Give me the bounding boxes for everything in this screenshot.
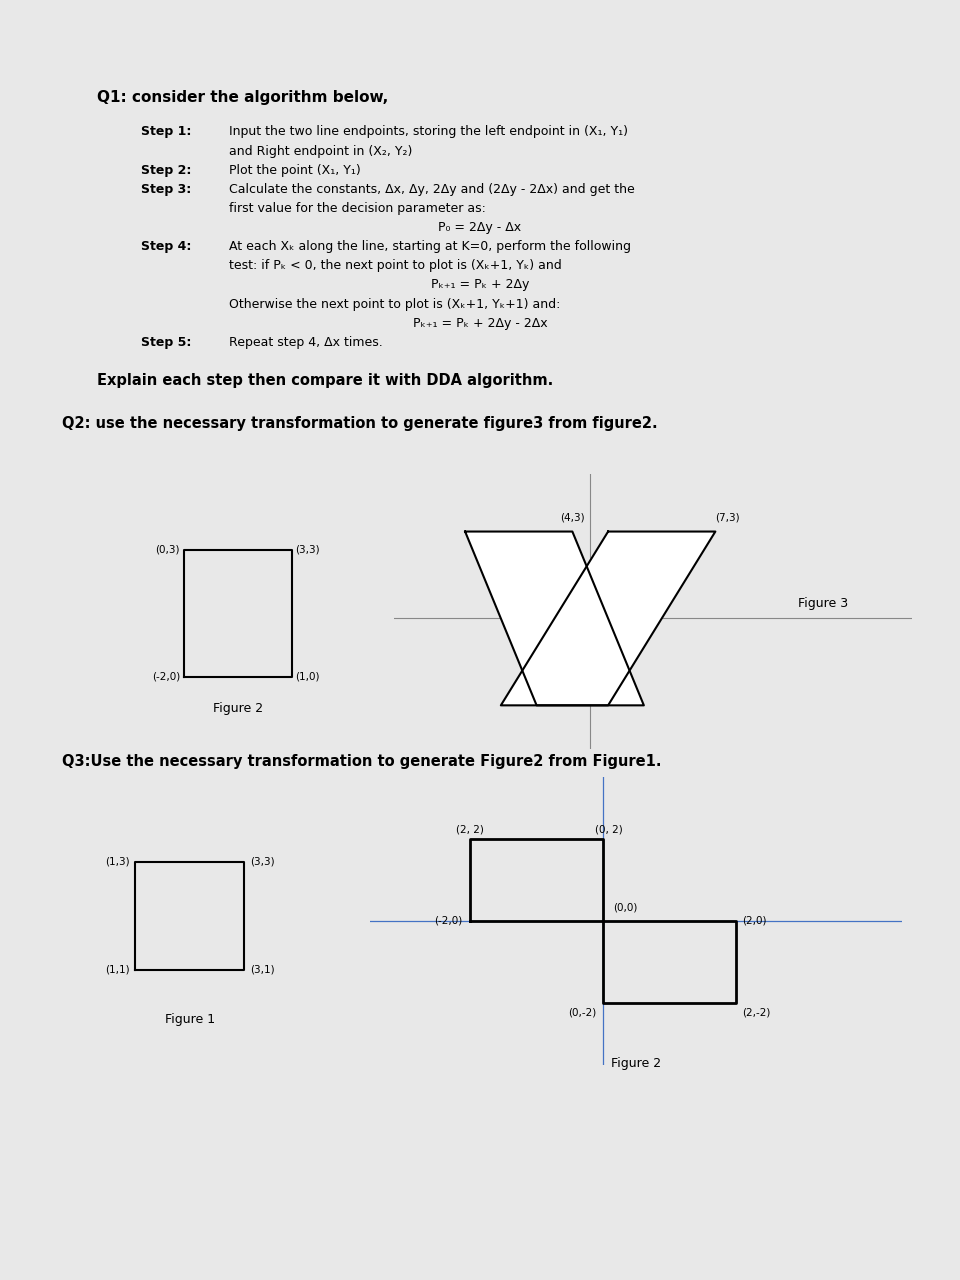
Text: first value for the decision parameter as:: first value for the decision parameter a…	[229, 202, 487, 215]
Text: Q2: use the necessary transformation to generate figure3 from figure2.: Q2: use the necessary transformation to …	[62, 416, 658, 431]
Text: Otherwise the next point to plot is (Xₖ+1, Yₖ+1) and:: Otherwise the next point to plot is (Xₖ+…	[229, 297, 561, 311]
Text: P₀ = 2Δy - Δx: P₀ = 2Δy - Δx	[439, 221, 521, 234]
Text: Plot the point (X₁, Y₁): Plot the point (X₁, Y₁)	[229, 164, 361, 177]
Text: (3,1): (3,1)	[250, 965, 275, 975]
Text: (2,0): (2,0)	[743, 916, 767, 925]
Text: At each Xₖ along the line, starting at K=0, perform the following: At each Xₖ along the line, starting at K…	[229, 241, 632, 253]
Text: (2, 2): (2, 2)	[456, 824, 484, 835]
Text: (2,-2): (2,-2)	[743, 1007, 771, 1018]
Text: Figure 3: Figure 3	[798, 596, 848, 609]
Polygon shape	[501, 531, 715, 705]
Text: Step 1:: Step 1:	[141, 125, 192, 138]
Text: Input the two line endpoints, storing the left endpoint in (X₁, Y₁): Input the two line endpoints, storing th…	[229, 125, 629, 138]
Text: (0, 2): (0, 2)	[595, 824, 623, 835]
Text: Calculate the constants, Δx, Δy, 2Δy and (2Δy - 2Δx) and get the: Calculate the constants, Δx, Δy, 2Δy and…	[229, 183, 636, 196]
Text: (0,0): (0,0)	[612, 902, 637, 913]
Text: and Right endpoint in (X₂, Y₂): and Right endpoint in (X₂, Y₂)	[229, 145, 413, 157]
Text: Step 4:: Step 4:	[141, 241, 192, 253]
Text: Step 3:: Step 3:	[141, 183, 192, 196]
Text: Figure 2: Figure 2	[611, 1057, 661, 1070]
Text: Step 2:: Step 2:	[141, 164, 192, 177]
Text: Explain each step then compare it with DDA algorithm.: Explain each step then compare it with D…	[98, 372, 554, 388]
Text: (0,-2): (0,-2)	[567, 1007, 596, 1018]
Text: Q3:Use the necessary transformation to generate Figure2 from Figure1.: Q3:Use the necessary transformation to g…	[62, 754, 661, 768]
Text: Pₖ₊₁ = Pₖ + 2Δy - 2Δx: Pₖ₊₁ = Pₖ + 2Δy - 2Δx	[413, 316, 547, 330]
Polygon shape	[465, 531, 644, 705]
Text: Repeat step 4, Δx times.: Repeat step 4, Δx times.	[229, 335, 383, 349]
Text: (7,3): (7,3)	[715, 513, 740, 522]
Text: Figure 2: Figure 2	[212, 701, 263, 716]
Text: Step 5:: Step 5:	[141, 335, 192, 349]
Text: test: if Pₖ < 0, the next point to plot is (Xₖ+1, Yₖ) and: test: if Pₖ < 0, the next point to plot …	[229, 260, 563, 273]
Text: (3,3): (3,3)	[296, 545, 320, 554]
Text: (1,0): (1,0)	[296, 672, 320, 681]
Text: (4,3): (4,3)	[560, 513, 585, 522]
Text: Figure 1: Figure 1	[164, 1014, 215, 1027]
Text: Q1: consider the algorithm below,: Q1: consider the algorithm below,	[98, 90, 389, 105]
Text: Pₖ₊₁ = Pₖ + 2Δy: Pₖ₊₁ = Pₖ + 2Δy	[431, 279, 529, 292]
Text: (1,3): (1,3)	[105, 856, 130, 867]
Text: (-2,0): (-2,0)	[435, 916, 463, 925]
Text: (0,3): (0,3)	[156, 545, 180, 554]
Text: (3,3): (3,3)	[250, 856, 275, 867]
Text: (1,1): (1,1)	[105, 965, 130, 975]
Text: (-2,0): (-2,0)	[152, 672, 180, 681]
